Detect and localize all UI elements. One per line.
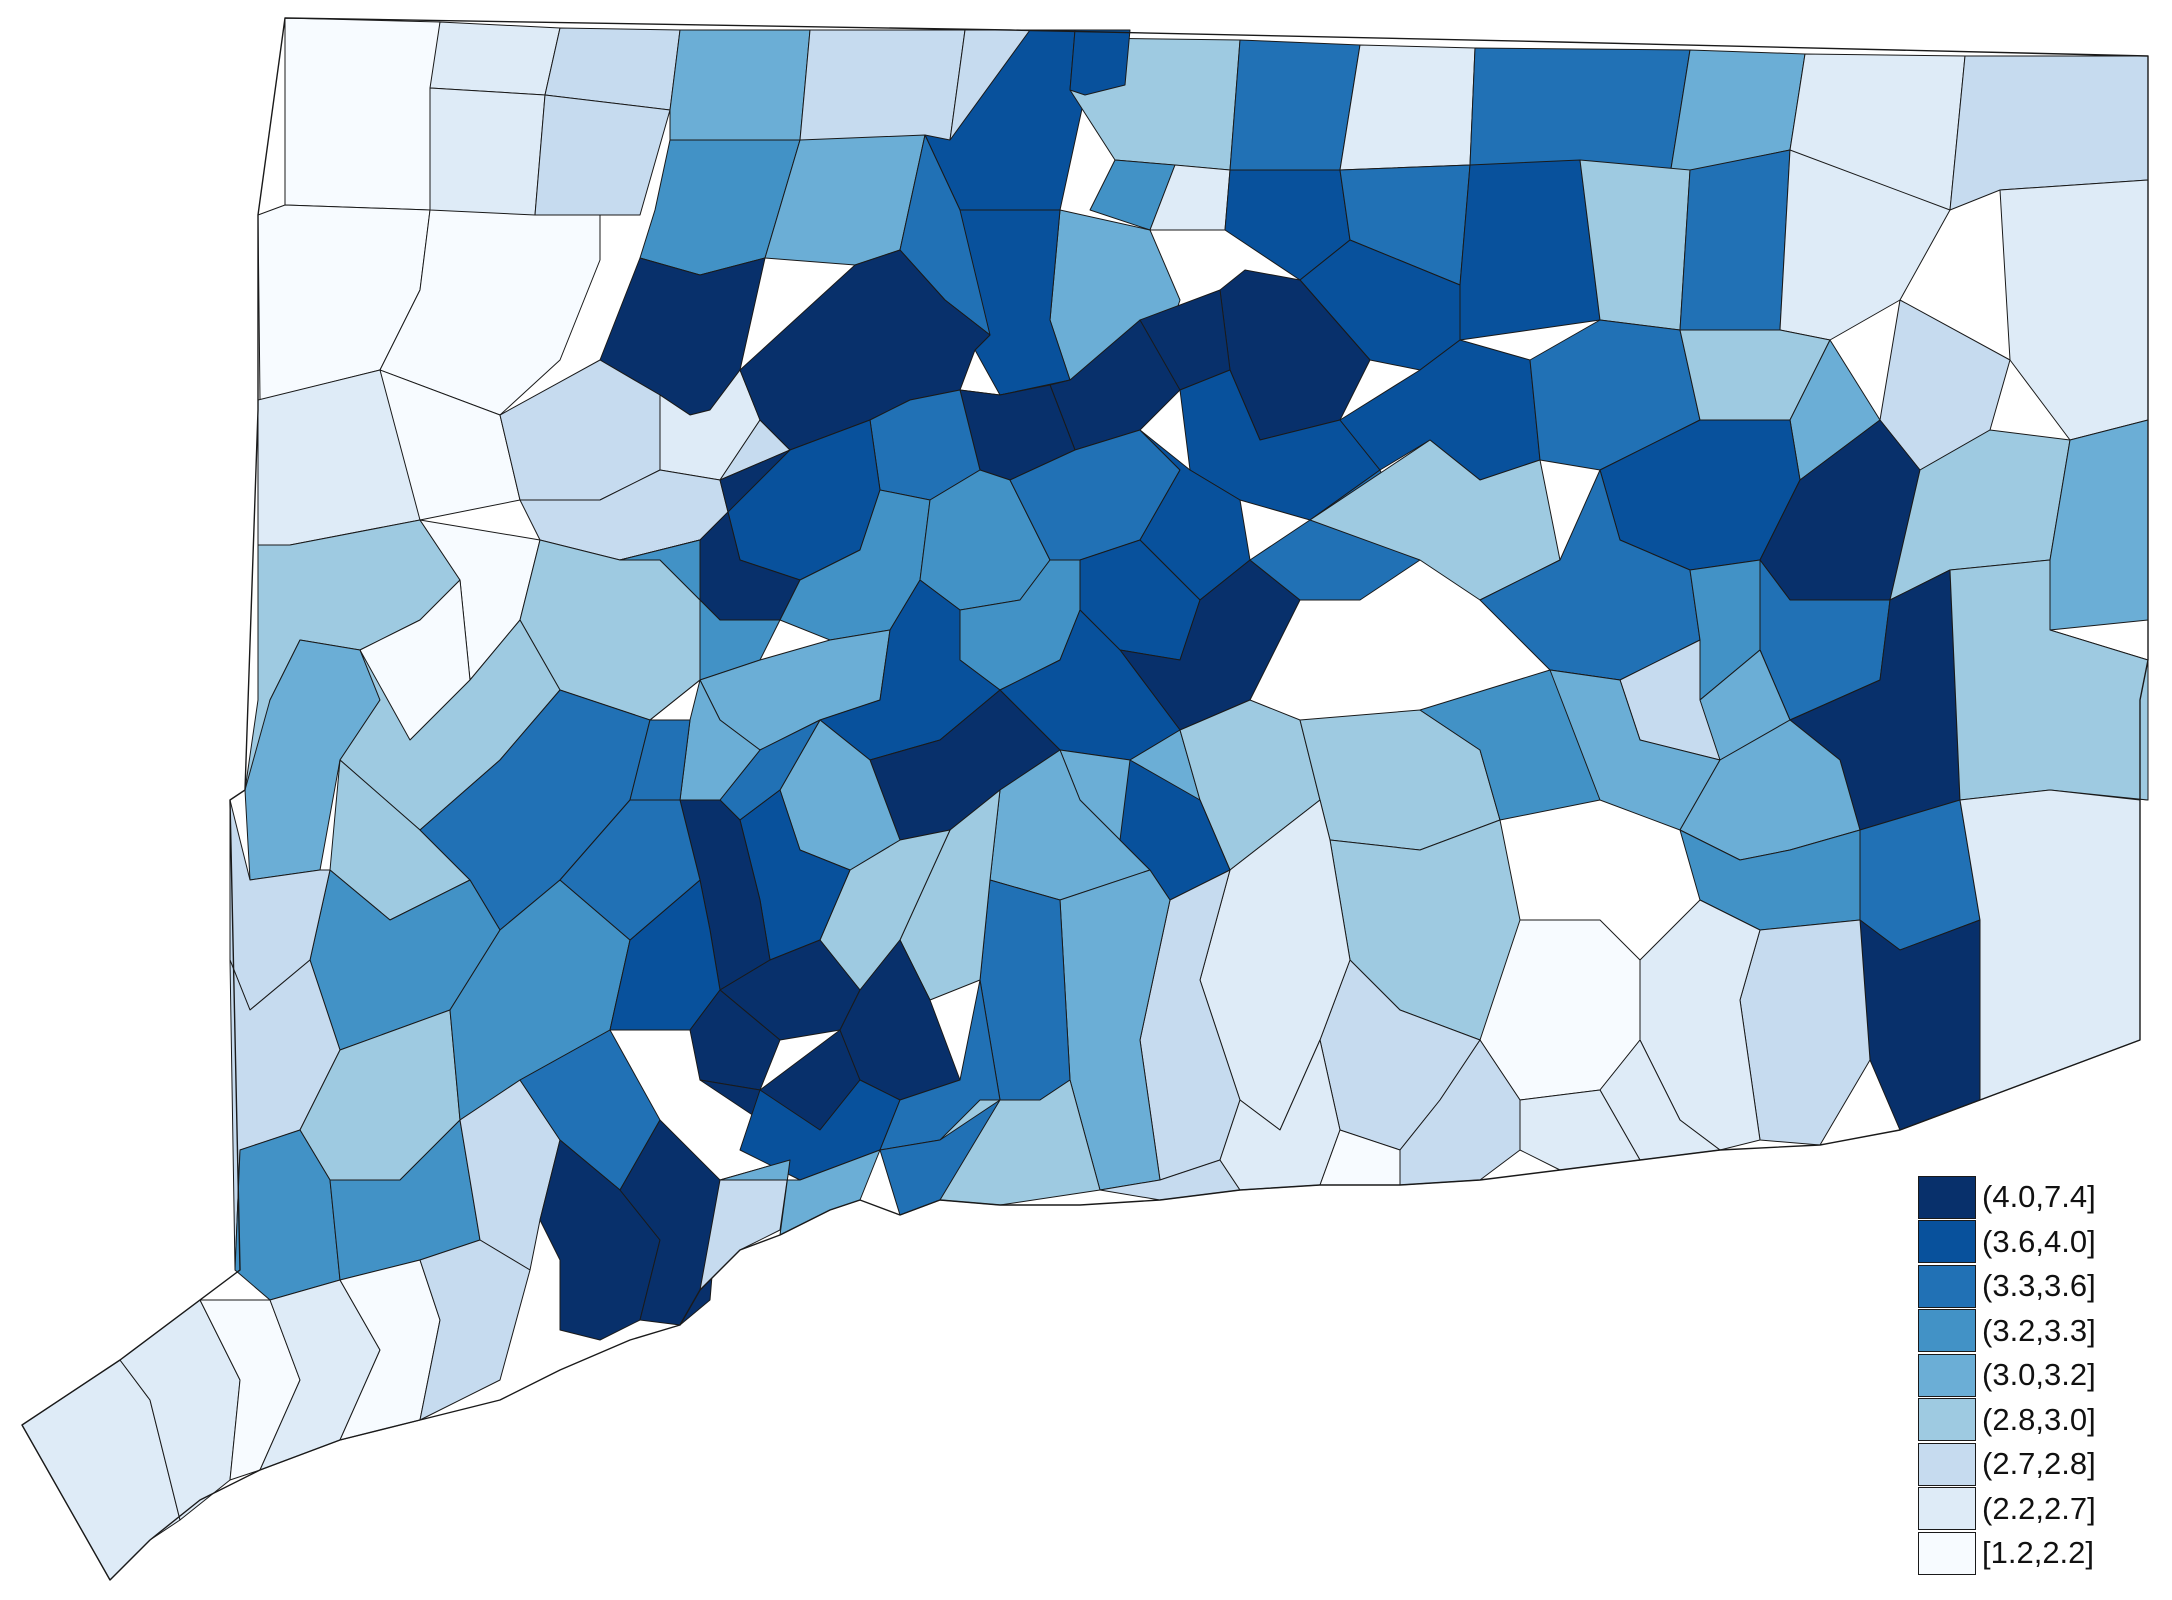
town-region (1459, 159, 1601, 341)
legend-swatch (1918, 1353, 1976, 1397)
legend-item: (3.3,3.6] (1918, 1264, 2158, 1309)
legend: (4.0,7.4] (3.6,4.0] (3.3,3.6] (3.2,3.3] … (1918, 1175, 2158, 1576)
legend-label: (2.7,2.8] (1982, 1446, 2096, 1482)
legend-swatch (1918, 1220, 1976, 1264)
legend-label: (2.2,2.7] (1982, 1490, 2096, 1526)
legend-swatch (1918, 1531, 1976, 1575)
town-region (669, 29, 811, 141)
legend-label: (3.2,3.3] (1982, 1312, 2096, 1348)
legend-item: [1.2,2.2] (1918, 1531, 2158, 1576)
town-regions (21, 17, 2149, 1581)
legend-item: (4.0,7.4] (1918, 1175, 2158, 1220)
town-region (284, 17, 441, 211)
town-region (799, 29, 966, 141)
town-region (1999, 179, 2149, 441)
town-region (429, 87, 546, 216)
town-region (1309, 439, 1561, 601)
state-outline (21, 17, 2149, 1581)
legend-label: (3.3,3.6] (1982, 1268, 2096, 1304)
town-region (629, 719, 691, 801)
legend-label: (4.0,7.4] (1982, 1179, 2096, 1215)
legend-label: [1.2,2.2] (1982, 1535, 2095, 1571)
town-region (429, 21, 561, 96)
town-region (1679, 149, 1791, 331)
legend-swatch (1918, 1309, 1976, 1353)
town-region (689, 989, 781, 1091)
legend-label: (3.0,3.2] (1982, 1357, 2096, 1393)
town-region (419, 1239, 531, 1421)
town-region (1779, 149, 1951, 341)
town-region (1959, 789, 2141, 1101)
town-region (1469, 47, 1691, 176)
town-region (534, 94, 671, 216)
town-region (739, 249, 991, 451)
legend-swatch (1918, 1487, 1976, 1531)
legend-swatch (1918, 1175, 1976, 1219)
legend-item: (3.0,3.2] (1918, 1353, 2158, 1398)
town-region (1069, 29, 1131, 96)
town-region (1859, 919, 1981, 1131)
legend-item: (3.6,4.0] (1918, 1220, 2158, 1265)
town-region (1229, 39, 1361, 171)
town-region (1339, 44, 1476, 171)
legend-label: (3.6,4.0] (1982, 1223, 2096, 1259)
legend-swatch (1918, 1442, 1976, 1486)
town-region (1739, 919, 1871, 1146)
legend-item: (3.2,3.3] (1918, 1309, 2158, 1354)
legend-item: (2.2,2.7] (1918, 1487, 2158, 1532)
town-region (619, 1119, 721, 1326)
legend-item: (2.7,2.8] (1918, 1442, 2158, 1487)
town-region (2049, 419, 2149, 631)
legend-swatch (1918, 1398, 1976, 1442)
legend-label: (2.8,3.0] (1982, 1401, 2096, 1437)
legend-item: (2.8,3.0] (1918, 1398, 2158, 1443)
legend-swatch (1918, 1264, 1976, 1308)
town-region (379, 209, 601, 416)
